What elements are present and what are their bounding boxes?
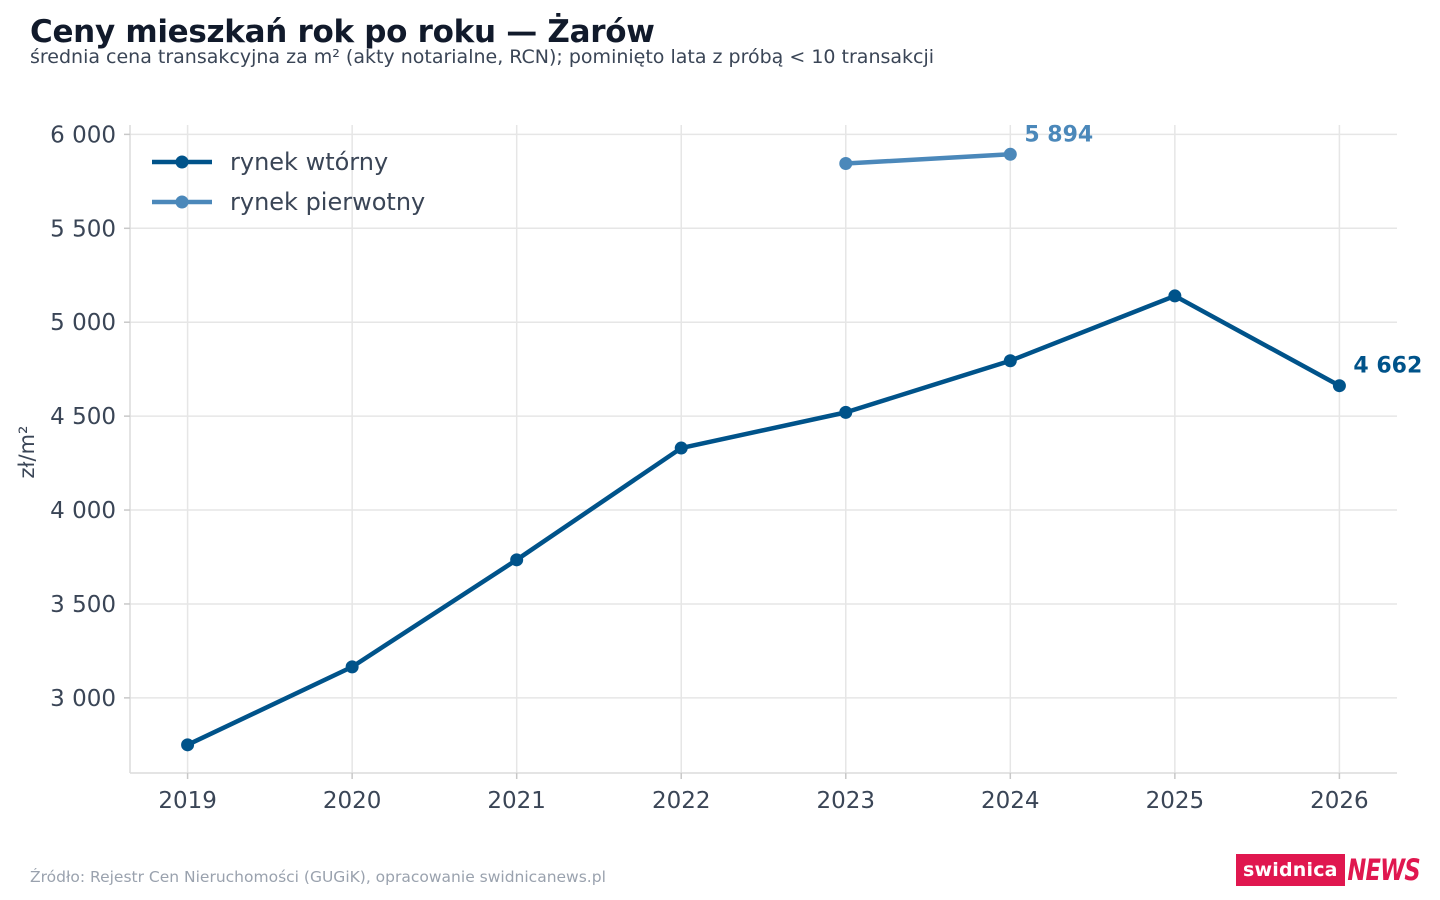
chart-title: Ceny mieszkań rok po roku — Żarów (30, 14, 655, 50)
data-point-secondary (510, 553, 524, 567)
legend-marker-secondary (175, 155, 189, 169)
x-tick-label: 2024 (981, 788, 1040, 814)
data-point-secondary (1332, 379, 1346, 393)
x-axis-ticks: 2019 2020 2021 2022 2023 2024 2025 2026 (158, 773, 1369, 814)
legend-label-secondary: rynek wtórny (230, 148, 388, 176)
brand-logo: swidnica NEWS (1236, 854, 1440, 886)
x-tick-label: 2022 (652, 788, 711, 814)
x-tick-label: 2023 (816, 788, 875, 814)
logo-text-swidnica: swidnica (1236, 854, 1345, 886)
data-point-secondary (345, 660, 359, 674)
y-tick-label: 5 000 (50, 310, 116, 336)
y-tick-label: 4 500 (50, 404, 116, 430)
y-tick-label: 3 500 (50, 592, 116, 618)
x-tick-label: 2021 (487, 788, 546, 814)
x-tick-label: 2025 (1146, 788, 1205, 814)
end-label-primary: 5 894 (1024, 122, 1093, 147)
series-layer: 5 894 4 662 (181, 122, 1422, 752)
x-tick-label: 2020 (323, 788, 382, 814)
line-chart: 3 000 3 500 4 000 4 500 5 000 5 500 6 000 2019… (15, 122, 1422, 814)
data-point-primary (839, 157, 853, 171)
y-tick-label: 5 500 (50, 216, 116, 242)
data-point-secondary (1168, 289, 1182, 303)
series-line-primary (843, 152, 1013, 166)
logo-text-news: NEWS (1347, 853, 1420, 887)
end-label-secondary: 4 662 (1353, 354, 1422, 379)
data-point-secondary (839, 405, 853, 419)
x-tick-label: 2019 (158, 788, 217, 814)
data-point-secondary (674, 441, 688, 455)
y-tick-label: 6 000 (50, 122, 116, 148)
y-tick-label: 4 000 (50, 498, 116, 524)
source-note: Źródło: Rejestr Cen Nieruchomości (GUGiK… (30, 868, 606, 886)
y-tick-label: 3 000 (50, 686, 116, 712)
data-point-secondary (1003, 354, 1017, 368)
legend-label-primary: rynek pierwotny (230, 188, 425, 216)
grid-lines (130, 125, 1397, 773)
chart-subtitle: średnia cena transakcyjna za m² (akty no… (30, 46, 935, 68)
data-point-secondary (181, 738, 195, 752)
series-line-secondary (185, 293, 1342, 748)
legend: rynek wtórny rynek pierwotny (152, 148, 425, 216)
axes (129, 125, 1397, 774)
x-tick-label: 2026 (1310, 788, 1369, 814)
y-axis-label: zł/m² (15, 426, 39, 479)
legend-marker-primary (175, 195, 189, 209)
y-axis-ticks: 3 000 3 500 4 000 4 500 5 000 5 500 6 000 (50, 122, 130, 712)
data-point-primary (1003, 147, 1017, 161)
